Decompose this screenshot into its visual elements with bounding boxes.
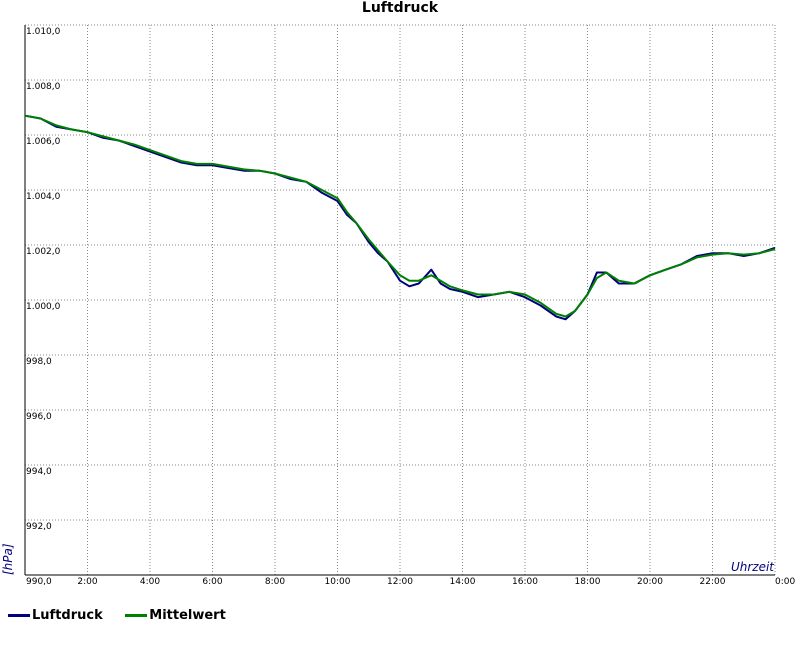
y-tick-label: 1.002,0 — [26, 247, 61, 257]
x-tick-label: 8:00 — [265, 577, 285, 587]
line-chart: 990,0 992,0 994,0 996,0 998,0 1.000,0 1.002,0 1… — [1, 24, 795, 587]
legend-item-luftdruck: Luftdruck — [8, 608, 103, 623]
legend-swatch-mittelwert — [125, 614, 148, 617]
y-tick-label: 1.004,0 — [26, 192, 61, 202]
legend: Luftdruck Mittelwert — [8, 608, 244, 623]
x-tick-label: 14:00 — [450, 577, 476, 587]
x-tick-label: 10:00 — [325, 577, 351, 587]
x-axis-label: Uhrzeit — [731, 560, 775, 574]
x-tick-label: 2:00 — [77, 577, 97, 587]
series-line-mittelwert — [24, 114, 776, 318]
y-tick-label: 1.010,0 — [26, 27, 61, 37]
y-tick-label: 990,0 — [26, 577, 52, 587]
y-tick-labels: 990,0 992,0 994,0 996,0 998,0 1.000,0 1.002,0 1… — [26, 27, 61, 587]
y-tick-label: 1.006,0 — [26, 137, 61, 147]
grid-lines — [25, 24, 776, 575]
legend-item-mittelwert: Mittelwert — [125, 608, 226, 623]
y-tick-label: 996,0 — [26, 412, 52, 422]
y-tick-label: 994,0 — [26, 467, 52, 477]
y-tick-label: 1.000,0 — [26, 302, 61, 312]
y-tick-label: 998,0 — [26, 357, 52, 367]
legend-label-mittelwert: Mittelwert — [149, 608, 226, 623]
x-tick-label: 22:00 — [700, 577, 726, 587]
y-axis-label: [hPa] — [1, 543, 15, 575]
legend-label-luftdruck: Luftdruck — [32, 608, 103, 623]
series-lines — [24, 114, 776, 321]
x-tick-label: 20:00 — [637, 577, 663, 587]
x-tick-label: 18:00 — [575, 577, 601, 587]
y-tick-label: 1.008,0 — [26, 82, 61, 92]
chart-title: Luftdruck — [361, 0, 439, 16]
x-tick-label: 12:00 — [387, 577, 413, 587]
legend-swatch-luftdruck — [8, 614, 30, 617]
y-tick-label: 992,0 — [26, 522, 52, 532]
x-tick-label: 0:00 — [775, 577, 795, 587]
x-tick-label: 16:00 — [512, 577, 538, 587]
x-tick-label: 4:00 — [140, 577, 160, 587]
x-tick-label: 6:00 — [202, 577, 222, 587]
x-tick-labels: 2:00 4:00 6:00 8:00 10:00 12:00 14:00 16:00 18:0… — [77, 577, 795, 587]
